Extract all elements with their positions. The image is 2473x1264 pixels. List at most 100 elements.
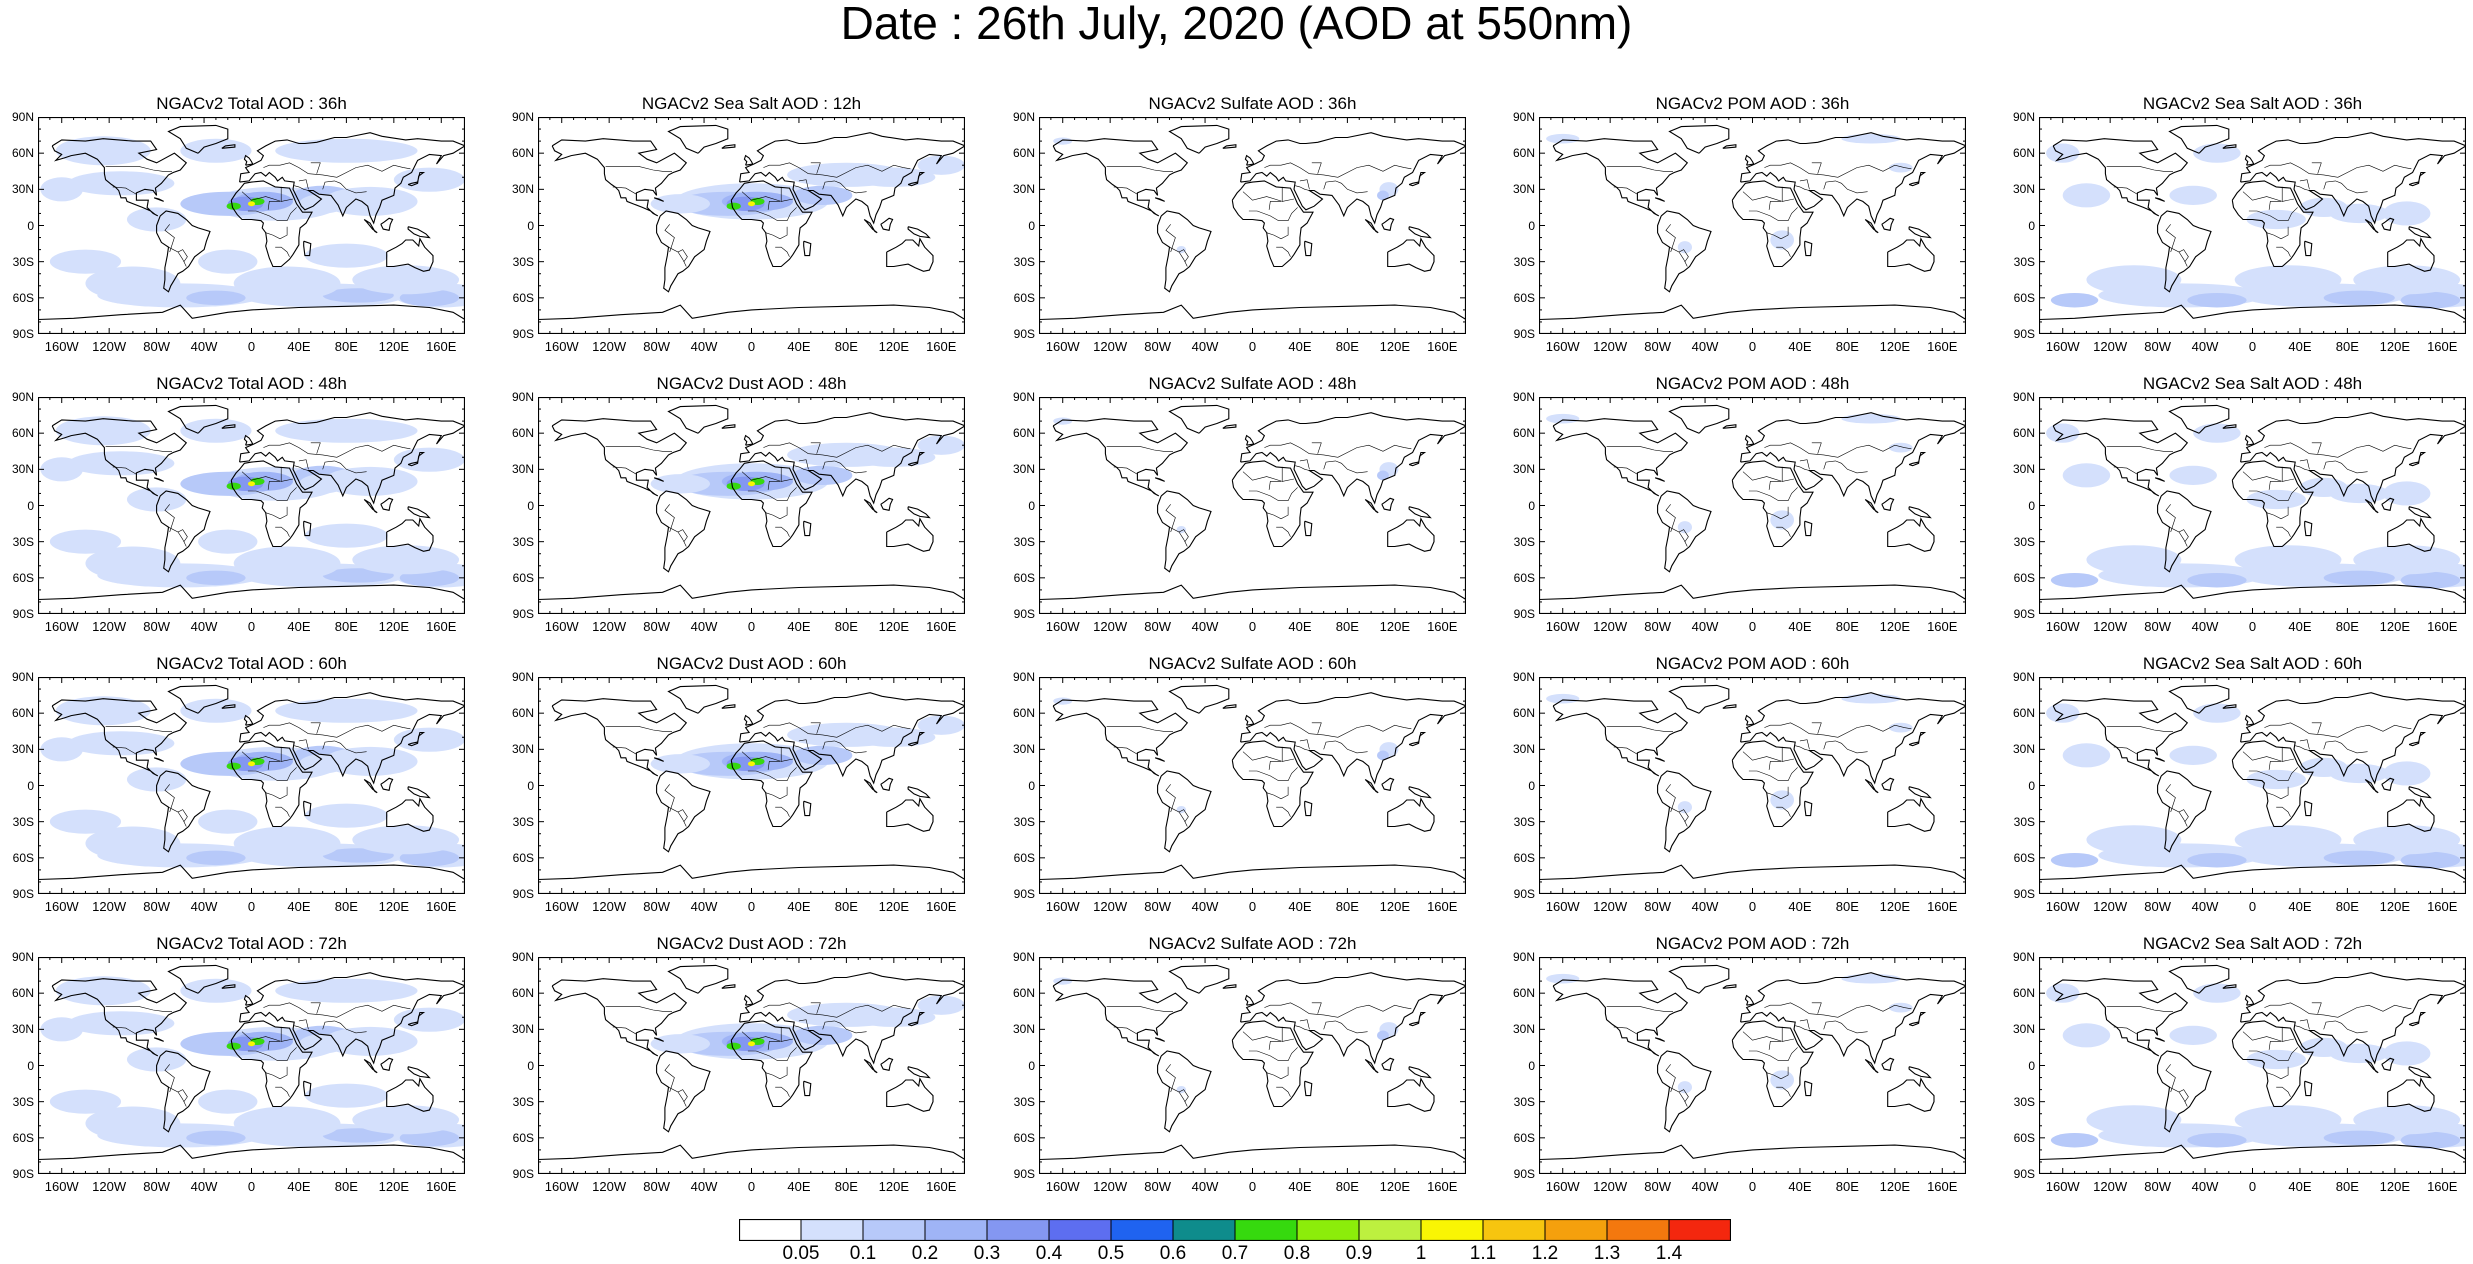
lon-tick-label: 160W [544,339,579,354]
coastline [1039,304,1466,321]
lon-tick-label: 160E [2427,1179,2458,1194]
country-border [1242,466,1283,482]
coastline [2304,1080,2313,1097]
aod-field [747,761,756,767]
country-border [1287,207,1298,221]
lon-tick-label: 120E [2379,899,2411,914]
country-border [786,207,797,221]
country-border [1299,179,1310,190]
coastline [230,460,313,548]
coastline [1539,304,1966,321]
country-border [2295,465,2310,471]
lat-tick-label: 60N [1012,986,1035,1001]
country-border [2309,724,2412,738]
coastline [551,698,688,777]
aod-field [304,243,388,268]
lat-tick-label: 60S [12,570,34,585]
coastline [1668,964,1730,994]
coastline [380,217,394,231]
country-border [105,166,172,172]
aod-field [275,138,418,163]
aod-field [2353,1105,2461,1135]
country-border [2276,526,2291,537]
lat-tick-label: 60N [511,146,534,161]
lat-tick-label: 60N [2012,986,2035,1001]
lon-tick-label: 120W [1093,899,1128,914]
country-border [1309,724,1412,738]
colorbar-swatch [1420,1219,1484,1241]
lon-tick-label: 160W [1545,619,1580,634]
coastline [1304,800,1313,817]
aod-field [67,171,175,196]
coastline [656,210,711,293]
coastline [2155,757,2165,762]
map-panel [1039,677,1466,894]
coastline [407,506,431,519]
coastline [2039,304,2466,321]
map-frame-border [38,117,465,334]
lon-tick-label: 120E [2379,1179,2411,1194]
lon-tick-label: 160W [2045,899,2080,914]
lon-tick-label: 80W [643,339,670,354]
coastline [2157,770,2212,853]
coastline [1744,434,1755,446]
lat-tick-label: 90S [1013,887,1035,901]
country-border [112,1026,137,1035]
country-border [810,442,821,454]
map-frame-border [538,677,965,894]
lat-tick-label: 60N [1512,986,1535,1001]
country-border [105,726,172,732]
coastline [2168,124,2230,154]
country-border [808,444,911,458]
lat-tick-label: 0 [1528,1058,1535,1073]
country-border [1299,739,1310,750]
coastline [2408,786,2432,799]
country-border [1795,745,1810,751]
country-border [1248,210,1289,221]
coastline [1240,412,1466,505]
country-border [781,198,794,202]
country-border [2311,442,2322,454]
aod-field [1677,521,1693,534]
country-border [265,506,288,520]
country-border [2311,1002,2322,1014]
lon-tick-label: 40E [287,339,311,354]
coastline [803,240,812,257]
lon-tick-label: 80E [1335,619,1359,634]
coastline [2052,138,2189,217]
colorbar-swatch [1482,1219,1546,1241]
country-border [2113,1026,2138,1035]
country-border [1665,504,1676,533]
coastline [1052,418,1189,497]
country-border [1742,746,1783,762]
lon-tick-label: 0 [1748,899,1757,914]
coastline [1052,978,1189,1057]
coastline [803,520,812,537]
colorbar-swatch [1544,1219,1608,1241]
lat-tick-label: 90S [1013,1167,1035,1181]
lat-tick-label: 90N [1012,950,1035,964]
coastline [2408,226,2432,239]
coastline [1744,994,1755,1006]
lon-tick-label: 120E [1879,619,1911,634]
aod-field [1841,973,1901,984]
coastline [243,154,254,166]
coastline [1864,1059,1879,1074]
lon-tick-label: 160E [426,899,457,914]
colorbar-label: 1.2 [1531,1243,1559,1264]
country-border [298,739,309,750]
lat-tick-label: 30S [512,1094,534,1109]
country-border [2248,490,2289,501]
coastline [1908,506,1932,519]
lat-tick-label: 0 [2028,1058,2035,1073]
map-frame-border [538,117,965,334]
country-border [1282,478,1295,482]
aod-field [352,265,460,295]
country-border [775,246,790,257]
coastline [303,240,312,257]
country-border [1113,466,1138,475]
country-border [1782,198,1795,202]
lat-tick-label: 90N [511,390,534,404]
country-border [308,724,411,738]
coastline [739,972,965,1065]
